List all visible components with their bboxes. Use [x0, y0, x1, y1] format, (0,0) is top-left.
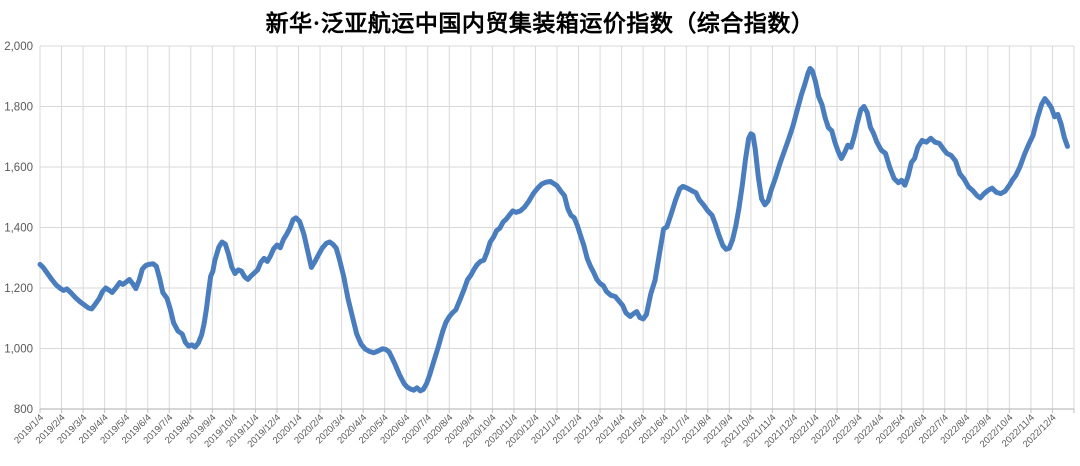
x-axis [39, 408, 1075, 413]
y-axis-tick-label: 1,200 [4, 283, 33, 295]
chart-title: 新华·泛亚航运中国内贸集装箱运价指数（综合指数） [265, 11, 815, 36]
y-axis-tick-label: 1,800 [4, 102, 33, 114]
y-axis-tick-label: 1,600 [4, 162, 33, 174]
y-axis-tick-label: 2,000 [4, 41, 33, 53]
gridlines [39, 45, 1075, 410]
y-axis-labels: 800 1,000 1,200 1,400 1,600 1,800 2,000 [4, 41, 33, 416]
y-axis-tick-label: 1,000 [4, 344, 33, 356]
y-axis-tick-label: 1,400 [4, 223, 33, 235]
series-line-综合指数 [37, 65, 1070, 394]
y-axis-tick-label: 800 [14, 404, 33, 416]
x-axis-labels: 2019/1/42019/2/42019/3/42019/4/42019/5/4… [12, 412, 1058, 450]
